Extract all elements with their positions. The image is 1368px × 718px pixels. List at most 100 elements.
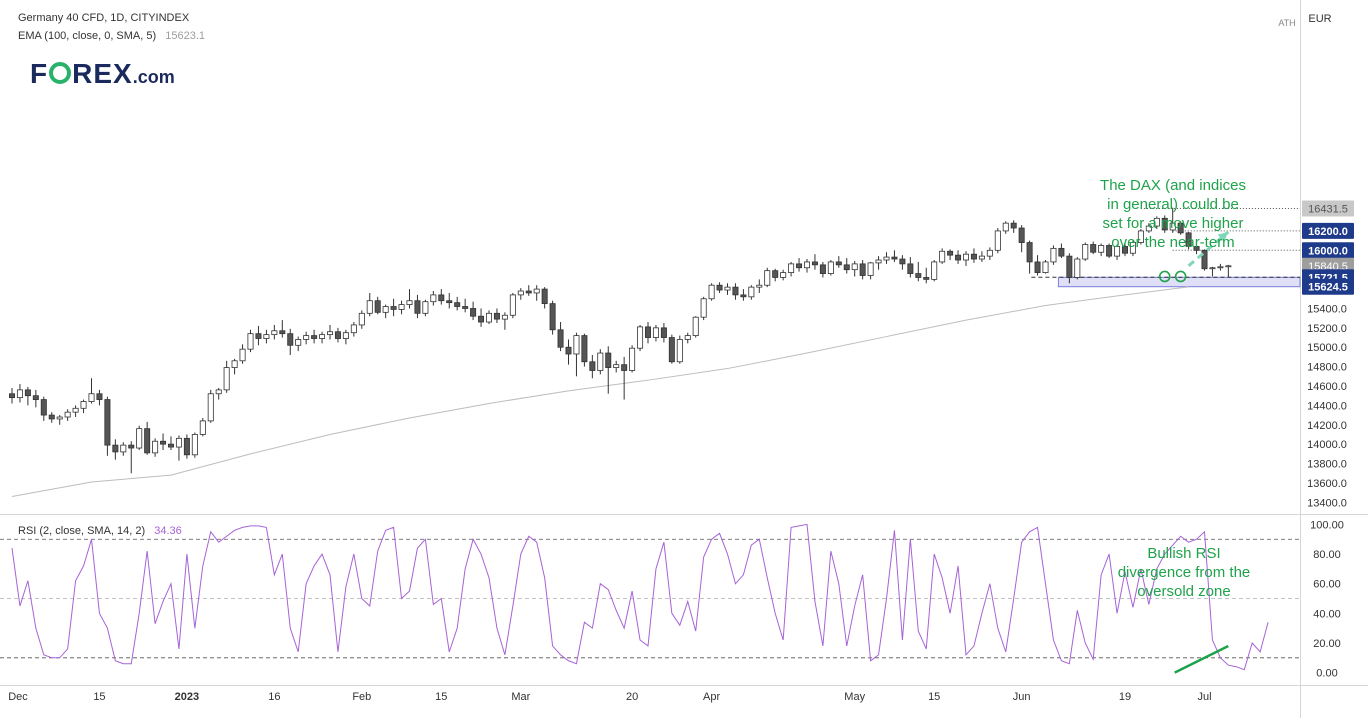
candle-body <box>144 428 151 454</box>
candle-body <box>1058 247 1065 257</box>
candle-body <box>1098 245 1105 253</box>
candle-body <box>342 332 349 339</box>
time-tick-label: 15 <box>928 691 940 703</box>
candle-body <box>279 330 286 335</box>
candle-body <box>907 263 914 274</box>
candle-body <box>326 331 333 336</box>
rsi-tick-label: 40.00 <box>1313 608 1341 620</box>
time-tick-label: Feb <box>352 691 371 703</box>
candle-body <box>334 331 341 339</box>
candle-body <box>422 301 429 314</box>
candle-body <box>652 327 659 338</box>
candle-body <box>207 393 214 422</box>
price-note-line: set for a move higher <box>1102 215 1244 232</box>
price-tick-label: 15200.0 <box>1307 323 1347 335</box>
currency-label: EUR <box>1308 13 1331 25</box>
price-tick-label: 15000.0 <box>1307 342 1347 354</box>
candle-body <box>1010 222 1017 229</box>
instrument-label: Germany 40 CFD, 1D, CITYINDEX <box>18 12 190 24</box>
candle-body <box>605 352 612 368</box>
candle-body <box>732 286 739 296</box>
candle-body <box>549 303 556 331</box>
candle-body <box>72 407 79 413</box>
candle-body <box>398 304 405 310</box>
rsi-label: RSI (2, close, SMA, 14, 2) <box>18 525 146 537</box>
candle-body <box>1114 246 1121 257</box>
candle-body <box>986 249 993 257</box>
candle-body <box>517 290 524 296</box>
rsi-tick-label: 60.00 <box>1313 579 1341 591</box>
forex-logo: F REX.com <box>30 58 175 90</box>
candle-body <box>255 333 262 339</box>
candle-body <box>1161 217 1168 231</box>
candle-body <box>843 264 850 271</box>
rsi-note-line: oversold zone <box>1137 583 1231 600</box>
price-label-bg <box>1302 200 1354 217</box>
candle-body <box>1050 247 1057 263</box>
candle-body <box>994 230 1001 251</box>
candle-body <box>851 263 858 271</box>
candle-body <box>263 334 270 339</box>
candle-body <box>875 259 882 264</box>
candle-body <box>819 264 826 274</box>
projection-arrow-head <box>1217 231 1229 242</box>
time-tick-label: 19 <box>1119 691 1131 703</box>
candle-body <box>414 300 421 314</box>
rsi-tick-label: 20.00 <box>1313 638 1341 650</box>
candle-body <box>660 327 667 338</box>
candle-body <box>112 444 119 453</box>
candle-body <box>350 324 357 334</box>
candle-body <box>827 261 834 274</box>
price-tick-label: 15400.0 <box>1307 303 1347 315</box>
rsi-line <box>11 523 1269 671</box>
candle-body <box>1169 222 1176 231</box>
candle-body <box>668 337 675 363</box>
ema-value: 15623.1 <box>165 30 205 42</box>
candle-body <box>215 389 222 395</box>
candle-body <box>716 284 723 291</box>
price-tick-label: 14400.0 <box>1307 400 1347 412</box>
candle-body <box>708 284 715 300</box>
price-note-line: in general) could be <box>1107 196 1239 213</box>
candle-body <box>1153 217 1160 227</box>
candle-body <box>835 261 842 266</box>
candle-body <box>1026 242 1033 263</box>
logo-com: .com <box>132 67 175 87</box>
price-tick-label: 14600.0 <box>1307 381 1347 393</box>
candle-body <box>883 256 890 261</box>
price-tick-label: 13400.0 <box>1307 497 1347 509</box>
rsi-value: 34.36 <box>154 525 182 537</box>
price-tick-label: 13800.0 <box>1307 459 1347 471</box>
candle-body <box>16 389 23 399</box>
ath-label: ATH <box>1278 18 1295 28</box>
candle-body <box>899 258 906 265</box>
candle-body <box>88 393 95 402</box>
candle-body <box>319 334 326 339</box>
candle-body <box>645 326 652 338</box>
candle-body <box>1185 232 1192 247</box>
candle-body <box>1201 249 1208 270</box>
candle-body <box>199 420 206 435</box>
rsi-tick-label: 80.00 <box>1313 549 1341 561</box>
candle-body <box>493 312 500 320</box>
candle-body <box>501 314 508 320</box>
price-label: 16200.0 <box>1308 226 1348 238</box>
rsi-legend: RSI (2, close, SMA, 14, 2) 34.36 <box>18 525 182 537</box>
candle-body <box>311 335 318 339</box>
price-note-line: over the near-term <box>1111 234 1235 251</box>
candle-body <box>1177 222 1184 234</box>
candle-body <box>1090 244 1097 253</box>
candle-body <box>239 348 246 362</box>
price-label-bg <box>1302 222 1354 239</box>
candle-body <box>56 416 63 420</box>
time-tick-label: Jul <box>1197 691 1211 703</box>
candle-body <box>1002 222 1009 232</box>
price-label: 15624.5 <box>1308 282 1348 294</box>
time-tick-label: 2023 <box>175 691 199 703</box>
candle-body <box>955 254 962 261</box>
candle-body <box>462 306 469 309</box>
time-tick-label: 20 <box>626 691 638 703</box>
candle-body <box>24 389 31 397</box>
candle-body <box>748 286 755 298</box>
